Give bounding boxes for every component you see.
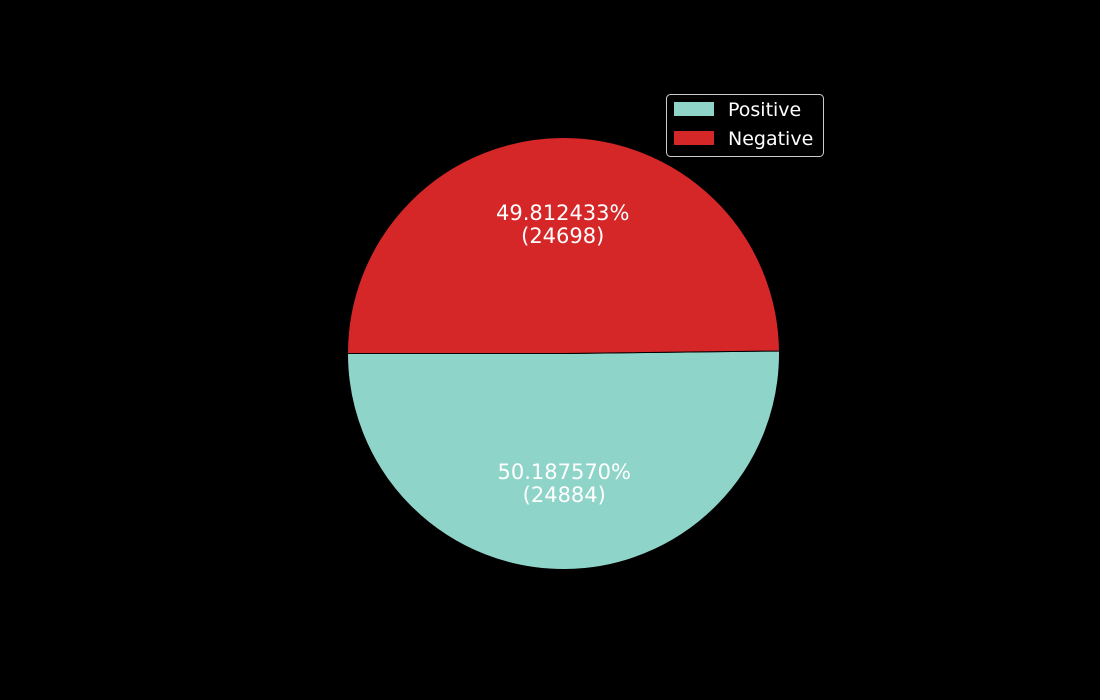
pie-slice-positive — [346, 350, 780, 570]
legend: Positive Negative — [666, 94, 824, 157]
pie-slice-negative — [346, 137, 780, 354]
slice-count-negative: (24698) — [521, 224, 604, 248]
slice-percent-negative: 49.812433% — [496, 201, 630, 225]
pie-slice-labels: 50.187570%(24884) 49.812433%(24698) — [496, 201, 631, 507]
legend-label-positive: Positive — [728, 99, 801, 121]
slice-count-positive: (24884) — [523, 483, 606, 507]
legend-swatch-positive — [674, 102, 714, 116]
legend-label-negative: Negative — [728, 128, 813, 150]
legend-swatch-negative — [674, 131, 714, 145]
pie-slices — [346, 137, 780, 570]
slice-percent-positive: 50.187570% — [497, 460, 631, 484]
